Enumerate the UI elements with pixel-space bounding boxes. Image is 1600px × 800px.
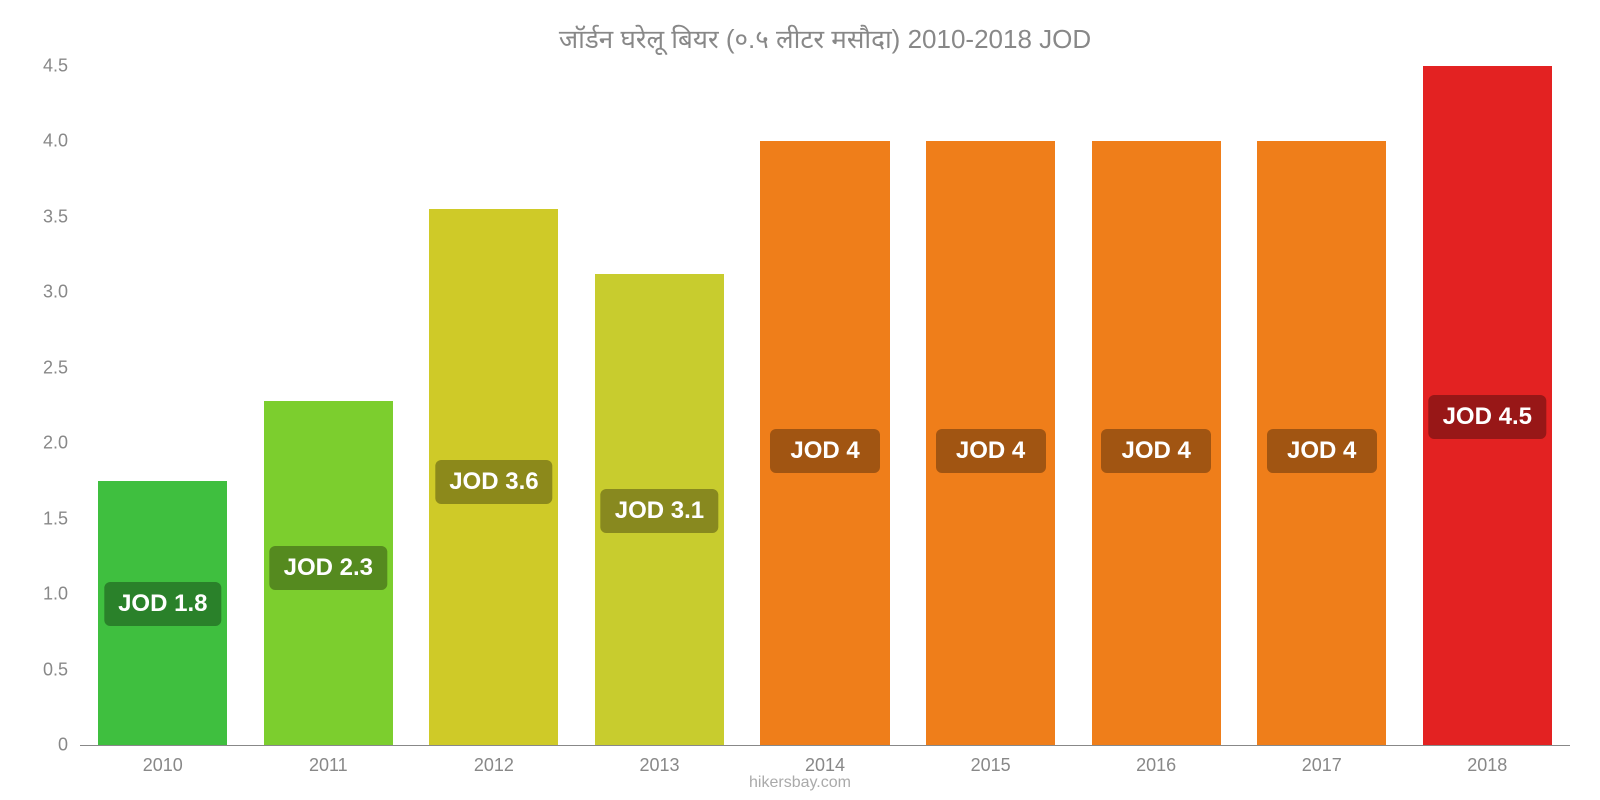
y-tick: 1.0 (43, 584, 80, 605)
y-tick: 4.0 (43, 131, 80, 152)
bar-value-label: JOD 4.5 (1429, 395, 1546, 439)
y-tick: 3.0 (43, 282, 80, 303)
y-tick: 1.5 (43, 508, 80, 529)
y-tick: 0 (58, 735, 80, 756)
bar: JOD 3.6 (429, 209, 558, 745)
y-tick: 3.5 (43, 206, 80, 227)
x-tick: 2017 (1302, 745, 1342, 776)
x-tick: 2011 (309, 745, 348, 776)
bar-slot: JOD 42016 (1073, 66, 1239, 745)
bar-slot: JOD 3.62012 (411, 66, 577, 745)
y-tick: 4.5 (43, 56, 80, 77)
bar-value-label: JOD 3.6 (435, 460, 552, 504)
bar-value-label: JOD 4 (1267, 429, 1377, 473)
y-tick: 0.5 (43, 659, 80, 680)
bar: JOD 4.5 (1423, 66, 1552, 745)
bar-value-label: JOD 4 (770, 429, 880, 473)
bar: JOD 1.8 (98, 481, 227, 745)
bar-slot: JOD 1.82010 (80, 66, 246, 745)
bar-value-label: JOD 4 (1101, 429, 1211, 473)
x-tick: 2014 (805, 745, 845, 776)
bar: JOD 4 (1092, 141, 1221, 745)
x-tick: 2016 (1136, 745, 1176, 776)
x-tick: 2015 (971, 745, 1011, 776)
bar-value-label: JOD 3.1 (601, 489, 718, 533)
bar-slot: JOD 42017 (1239, 66, 1405, 745)
plot-area: JOD 1.82010JOD 2.32011JOD 3.62012JOD 3.1… (80, 66, 1570, 746)
bar: JOD 4 (760, 141, 889, 745)
bar-slot: JOD 3.12013 (577, 66, 743, 745)
bar-slot: JOD 42015 (908, 66, 1074, 745)
bar: JOD 4 (926, 141, 1055, 745)
x-tick: 2012 (474, 745, 514, 776)
bar-value-label: JOD 1.8 (104, 582, 221, 626)
bar-slot: JOD 4.52018 (1405, 66, 1571, 745)
bar-value-label: JOD 2.3 (270, 546, 387, 590)
bar-value-label: JOD 4 (936, 429, 1046, 473)
chart-container: जॉर्डन घरेलू बियर (०.५ लीटर मसौदा) 2010-… (0, 0, 1600, 800)
bar-slot: JOD 42014 (742, 66, 908, 745)
y-tick: 2.5 (43, 357, 80, 378)
footer-attribution: hikersbay.com (749, 774, 851, 792)
bar-slot: JOD 2.32011 (246, 66, 412, 745)
y-tick: 2.0 (43, 433, 80, 454)
chart-title: जॉर्डन घरेलू बियर (०.५ लीटर मसौदा) 2010-… (80, 20, 1570, 56)
bar: JOD 3.1 (595, 274, 724, 745)
bar: JOD 4 (1257, 141, 1386, 745)
bars-row: JOD 1.82010JOD 2.32011JOD 3.62012JOD 3.1… (80, 66, 1570, 745)
x-tick: 2013 (639, 745, 679, 776)
x-tick: 2018 (1467, 745, 1507, 776)
bar: JOD 2.3 (264, 401, 393, 745)
x-tick: 2010 (143, 745, 183, 776)
